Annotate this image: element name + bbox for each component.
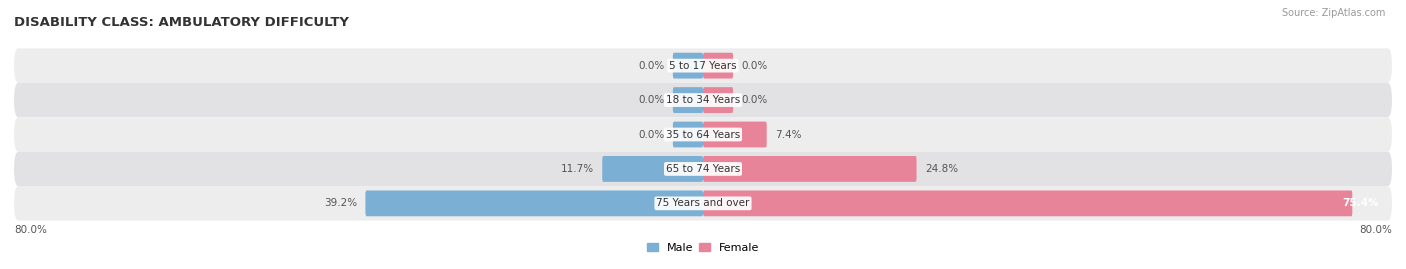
Text: 0.0%: 0.0% xyxy=(742,61,768,71)
Text: 75.4%: 75.4% xyxy=(1343,198,1379,208)
FancyBboxPatch shape xyxy=(366,190,703,216)
FancyBboxPatch shape xyxy=(602,156,703,182)
Legend: Male, Female: Male, Female xyxy=(647,243,759,253)
Text: 0.0%: 0.0% xyxy=(638,61,664,71)
FancyBboxPatch shape xyxy=(703,53,733,79)
Text: 0.0%: 0.0% xyxy=(638,129,664,140)
Text: 0.0%: 0.0% xyxy=(742,95,768,105)
FancyBboxPatch shape xyxy=(703,122,766,147)
FancyBboxPatch shape xyxy=(14,152,1392,186)
Text: 11.7%: 11.7% xyxy=(561,164,593,174)
Text: DISABILITY CLASS: AMBULATORY DIFFICULTY: DISABILITY CLASS: AMBULATORY DIFFICULTY xyxy=(14,16,349,30)
FancyBboxPatch shape xyxy=(703,156,917,182)
FancyBboxPatch shape xyxy=(673,122,703,147)
FancyBboxPatch shape xyxy=(703,190,1353,216)
Text: 0.0%: 0.0% xyxy=(638,95,664,105)
FancyBboxPatch shape xyxy=(14,48,1392,83)
FancyBboxPatch shape xyxy=(673,87,703,113)
Text: 39.2%: 39.2% xyxy=(323,198,357,208)
Text: 75 Years and over: 75 Years and over xyxy=(657,198,749,208)
Text: 80.0%: 80.0% xyxy=(1360,225,1392,235)
FancyBboxPatch shape xyxy=(14,117,1392,152)
Text: 5 to 17 Years: 5 to 17 Years xyxy=(669,61,737,71)
FancyBboxPatch shape xyxy=(14,186,1392,221)
Text: 80.0%: 80.0% xyxy=(14,225,46,235)
Text: 7.4%: 7.4% xyxy=(775,129,801,140)
Text: 18 to 34 Years: 18 to 34 Years xyxy=(666,95,740,105)
FancyBboxPatch shape xyxy=(703,87,733,113)
Text: 24.8%: 24.8% xyxy=(925,164,959,174)
FancyBboxPatch shape xyxy=(14,83,1392,117)
Text: 65 to 74 Years: 65 to 74 Years xyxy=(666,164,740,174)
Text: 35 to 64 Years: 35 to 64 Years xyxy=(666,129,740,140)
Text: Source: ZipAtlas.com: Source: ZipAtlas.com xyxy=(1281,8,1385,18)
FancyBboxPatch shape xyxy=(673,53,703,79)
